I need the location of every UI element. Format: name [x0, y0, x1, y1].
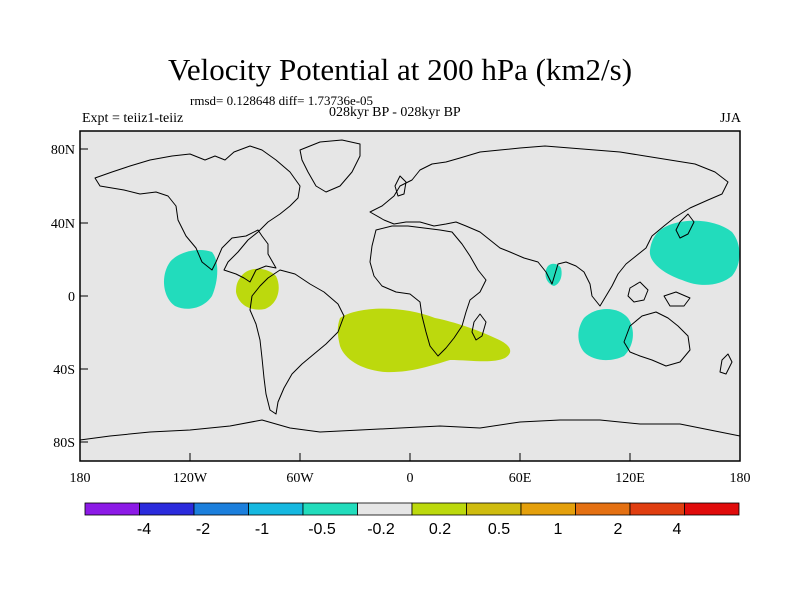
coast-new-zealand [719, 353, 733, 375]
colorbar-box [684, 502, 740, 516]
y-axis-labels: 80N 40N 0 40S 80S [51, 143, 75, 451]
map-title: Velocity Potential at 200 hPa (km2/s) [167, 52, 633, 87]
y-tick-label: 40S [53, 363, 75, 378]
colorbar-box [466, 502, 522, 516]
season-label: JJA [719, 111, 741, 126]
colorbar-box [193, 502, 249, 516]
colorbar-box [302, 502, 358, 516]
colorbar-label: 2 [614, 521, 623, 538]
colorbar-labels: -4 -2 -1 -0.5 -0.2 0.2 0.5 1 2 4 [137, 521, 682, 538]
colorbar-box [357, 502, 413, 516]
coast-uk [394, 175, 407, 197]
colorbar-box [139, 502, 195, 516]
coast-greenland [299, 139, 361, 193]
coast-africa [369, 225, 487, 357]
x-axis-labels: 180 120W 60W 0 60E 120E 180 [70, 471, 751, 486]
experiment-label: Expt = teiiz1-teiiz [82, 111, 184, 126]
colorbar-label: -1 [255, 521, 269, 538]
colorbar-label: -4 [137, 521, 151, 538]
x-tick-label: 120W [173, 471, 208, 486]
anomaly-eastern-pacific [163, 250, 218, 309]
coast-south-america [249, 269, 345, 415]
anomaly-southern-india [545, 263, 562, 286]
x-tick-label: 0 [407, 471, 414, 486]
x-tick-label: 120E [615, 471, 645, 486]
colorbar-label: -0.5 [308, 521, 336, 538]
anomaly-south-atlantic [337, 308, 511, 373]
stats-line: rmsd= 0.128648 diff= 1.73736e-05 [190, 93, 374, 108]
anomaly-regions [163, 220, 740, 373]
colorbar-box [575, 502, 631, 516]
colorbar-label: 0.2 [429, 521, 451, 538]
coast-japan [675, 213, 695, 239]
coast-eurasia [369, 145, 729, 307]
colorbar-box [84, 502, 140, 516]
anomaly-southeast-indian-ocean [578, 309, 633, 361]
y-tick-label: 0 [68, 290, 75, 305]
coastlines [79, 139, 741, 441]
coast-antarctica [79, 419, 741, 441]
colorbar-label: -2 [196, 521, 210, 538]
coast-borneo [627, 281, 649, 303]
colorbar: -4 -2 -1 -0.5 -0.2 0.2 0.5 1 2 4 [84, 502, 740, 538]
colorbar-box [248, 502, 304, 516]
coast-australia [623, 311, 691, 367]
coast-new-guinea [663, 291, 691, 307]
x-tick-label: 180 [730, 471, 751, 486]
colorbar-box [411, 502, 467, 516]
colorbar-boxes [84, 502, 740, 516]
colorbar-box [629, 502, 685, 516]
y-tick-label: 80N [51, 143, 75, 158]
coast-madagascar [471, 313, 487, 341]
anomaly-western-pacific [649, 220, 740, 285]
axis-ticks [79, 148, 741, 461]
y-tick-label: 80S [53, 436, 75, 451]
colorbar-box [520, 502, 576, 516]
x-tick-label: 60E [509, 471, 532, 486]
colorbar-label: 4 [673, 521, 682, 538]
colorbar-label: 0.5 [488, 521, 510, 538]
x-tick-label: 180 [70, 471, 91, 486]
coast-north-america [94, 145, 301, 283]
y-tick-label: 40N [51, 217, 75, 232]
colorbar-label: -0.2 [367, 521, 395, 538]
x-tick-label: 60W [286, 471, 314, 486]
period-label: 028kyr BP - 028kyr BP [329, 105, 461, 120]
colorbar-label: 1 [554, 521, 563, 538]
